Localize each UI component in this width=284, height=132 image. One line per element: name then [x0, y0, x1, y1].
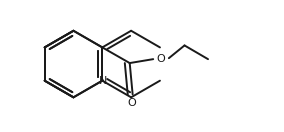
Text: O: O	[127, 98, 136, 108]
Text: N: N	[99, 76, 107, 86]
Text: O: O	[157, 54, 165, 64]
